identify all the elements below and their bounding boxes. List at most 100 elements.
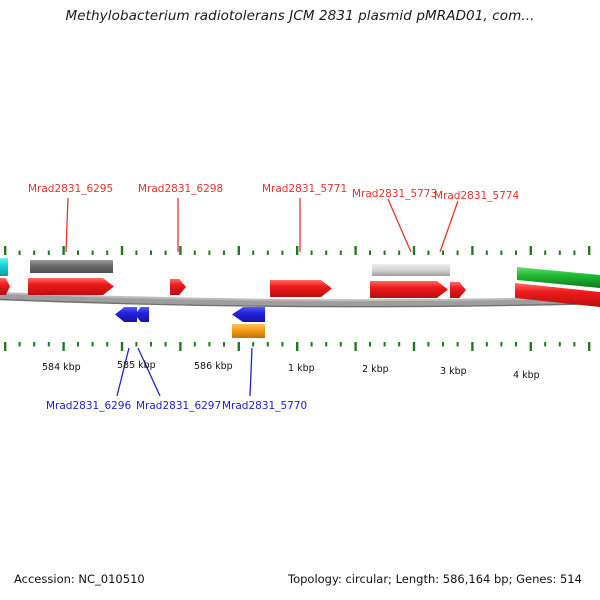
tick-mark [150, 342, 152, 347]
tick-row-bottom [4, 342, 591, 351]
tick-mark [456, 250, 459, 255]
tick-mark [18, 250, 21, 255]
cds-fwd-1 [28, 278, 114, 295]
cds-rev-1 [135, 307, 149, 322]
tick-mark [223, 342, 225, 347]
axis-tick-label: 3 kbp [440, 366, 467, 377]
gene-label-mrad2831_6296[interactable]: Mrad2831_6296 [46, 400, 132, 412]
tick-mark [412, 246, 416, 255]
tick-mark [106, 250, 109, 255]
tick-mark [485, 250, 488, 255]
tick-mark [558, 342, 561, 347]
tick-mark [150, 250, 152, 255]
cds-fwd-3 [270, 280, 332, 297]
bar-cyan [0, 258, 8, 276]
leader-line [249, 347, 253, 397]
tick-mark [398, 342, 401, 347]
tick-mark [485, 342, 488, 347]
gene-label-mrad2831_6295[interactable]: Mrad2831_6295 [28, 183, 114, 195]
gene-label-mrad2831_5774[interactable]: Mrad2831_5774 [434, 190, 520, 202]
feature-bars [0, 258, 600, 338]
tick-mark [383, 342, 386, 347]
tick-mark [33, 342, 36, 347]
tick-mark [573, 342, 576, 347]
tick-mark [281, 250, 284, 255]
topology-stats-text: Topology: circular; Length: 586,164 bp; … [288, 572, 582, 586]
tick-mark [223, 250, 225, 255]
tick-mark [325, 250, 328, 255]
tick-mark [427, 250, 430, 255]
tick-mark [588, 246, 591, 255]
tick-mark [62, 246, 65, 255]
tick-mark [164, 250, 167, 255]
tick-mark [412, 342, 416, 351]
tick-mark [515, 342, 517, 347]
tick-mark [281, 342, 284, 347]
cds-fwd-5 [450, 282, 466, 298]
axis-tick-label: 2 kbp [362, 364, 389, 375]
axis-tick-label: 586 kbp [194, 361, 233, 372]
tick-mark [179, 246, 182, 255]
tick-mark [120, 342, 124, 351]
tick-mark [442, 250, 444, 255]
tick-mark [369, 342, 371, 347]
tick-mark [398, 250, 401, 255]
tick-mark [339, 342, 342, 347]
tick-mark [515, 250, 517, 255]
axis-tick-label: 1 kbp [288, 363, 315, 374]
tick-mark [193, 250, 196, 255]
tick-mark [33, 250, 36, 255]
tick-mark [310, 342, 313, 347]
tick-mark [91, 250, 94, 255]
gene-label-mrad2831_6297[interactable]: Mrad2831_6297 [136, 400, 222, 412]
tick-mark [573, 250, 576, 255]
tick-mark [4, 246, 7, 255]
tick-mark [252, 250, 255, 255]
tick-mark [354, 246, 357, 255]
tick-mark [62, 342, 65, 351]
tick-mark [427, 342, 430, 347]
tick-mark [120, 246, 124, 255]
tick-mark [135, 250, 138, 255]
gene-label-mrad2831_5773[interactable]: Mrad2831_5773 [352, 188, 438, 200]
leader-lines-bottom [116, 347, 253, 397]
tick-mark [266, 342, 269, 347]
leader-lines-top [65, 197, 459, 253]
leader-line [116, 347, 130, 397]
tick-mark [193, 342, 196, 347]
reverse-cds-track [115, 307, 265, 322]
gene-label-mrad2831_5771[interactable]: Mrad2831_5771 [262, 183, 348, 195]
tick-mark [47, 342, 50, 347]
tick-mark [471, 246, 474, 255]
tick-mark [456, 342, 459, 347]
bar-dark-gray [30, 260, 113, 273]
tick-mark [558, 250, 561, 255]
tick-mark [237, 246, 240, 255]
forward-cds-track [0, 278, 466, 298]
tick-mark [164, 342, 167, 347]
tick-mark [252, 342, 255, 347]
tick-mark [544, 250, 547, 255]
gene-label-mrad2831_5770[interactable]: Mrad2831_5770 [222, 400, 308, 412]
tick-mark [91, 342, 94, 347]
page-title: Methylobacterium radiotolerans JCM 2831 … [65, 8, 535, 24]
accession-text: Accession: NC_010510 [14, 572, 145, 586]
cds-fwd-2 [170, 279, 186, 295]
axis-tick-label: 585 kbp [117, 360, 156, 371]
leader-line [439, 200, 459, 253]
tick-mark [106, 342, 109, 347]
tick-mark [529, 342, 532, 351]
tick-mark [208, 342, 211, 347]
cds-fwd-0 [0, 278, 10, 295]
tick-mark [4, 342, 7, 351]
bar-light-gray [372, 264, 450, 276]
bar-orange [232, 324, 265, 338]
tick-mark [588, 342, 591, 351]
tick-mark [500, 342, 503, 347]
tick-mark [77, 342, 79, 347]
tick-mark [310, 250, 313, 255]
tick-mark [135, 342, 138, 347]
gene-label-mrad2831_6298[interactable]: Mrad2831_6298 [138, 183, 224, 195]
